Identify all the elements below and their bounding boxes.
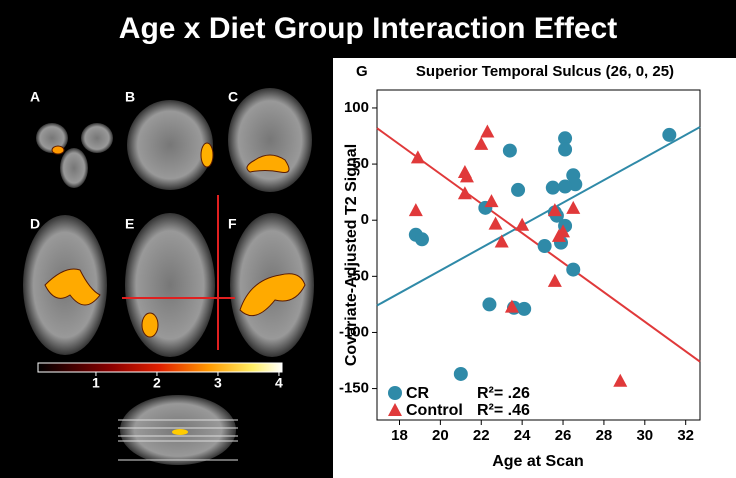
- point: [558, 180, 572, 194]
- panel-label: G: [356, 63, 368, 80]
- panel-label: D: [30, 216, 40, 232]
- point: [511, 183, 525, 197]
- point: [482, 297, 496, 311]
- x-tick-label: 32: [677, 427, 694, 444]
- x-tick-label: 22: [473, 427, 490, 444]
- legend-marker: [388, 386, 402, 400]
- colorbar-tick-label: 2: [153, 375, 161, 391]
- point: [415, 232, 429, 246]
- point: [558, 142, 572, 156]
- point: [454, 367, 468, 381]
- x-tick-label: 20: [432, 427, 449, 444]
- legend-r2: R²= .46: [477, 402, 530, 419]
- panel-label: A: [30, 89, 40, 105]
- x-tick-label: 30: [636, 427, 653, 444]
- legend-r2: R²= .26: [477, 385, 530, 402]
- panel-label: C: [228, 89, 238, 105]
- panel-label: B: [125, 89, 135, 105]
- x-tick-label: 26: [555, 427, 572, 444]
- colorbar-tick-label: 1: [92, 375, 100, 391]
- point: [538, 239, 552, 253]
- y-tick-label: -150: [339, 380, 369, 397]
- y-tick-label: 50: [352, 155, 369, 172]
- panel-label: E: [125, 216, 134, 232]
- colorbar-tick-label: 3: [214, 375, 222, 391]
- y-tick-label: 0: [361, 211, 369, 228]
- x-tick-label: 24: [514, 427, 531, 444]
- panel-label: F: [228, 216, 237, 232]
- colorbar: [38, 363, 282, 372]
- y-tick-label: 100: [344, 99, 369, 116]
- point: [503, 144, 517, 158]
- colorbar-tick-label: 4: [275, 375, 283, 391]
- title: Age x Diet Group Interaction Effect: [119, 12, 617, 45]
- y-tick-label: -50: [347, 267, 369, 284]
- y-tick-label: -100: [339, 323, 369, 340]
- point: [566, 263, 580, 277]
- x-axis-label: Age at Scan: [492, 453, 584, 470]
- legend-label: CR: [406, 385, 430, 402]
- plot-title: Superior Temporal Sulcus (26, 0, 25): [416, 63, 674, 80]
- legend-label: Control: [406, 402, 463, 419]
- x-tick-label: 28: [596, 427, 613, 444]
- x-tick-label: 18: [391, 427, 408, 444]
- point: [517, 302, 531, 316]
- point: [546, 181, 560, 195]
- figure: Age x Diet Group Interaction Effect G Su…: [0, 0, 736, 478]
- point: [662, 128, 676, 142]
